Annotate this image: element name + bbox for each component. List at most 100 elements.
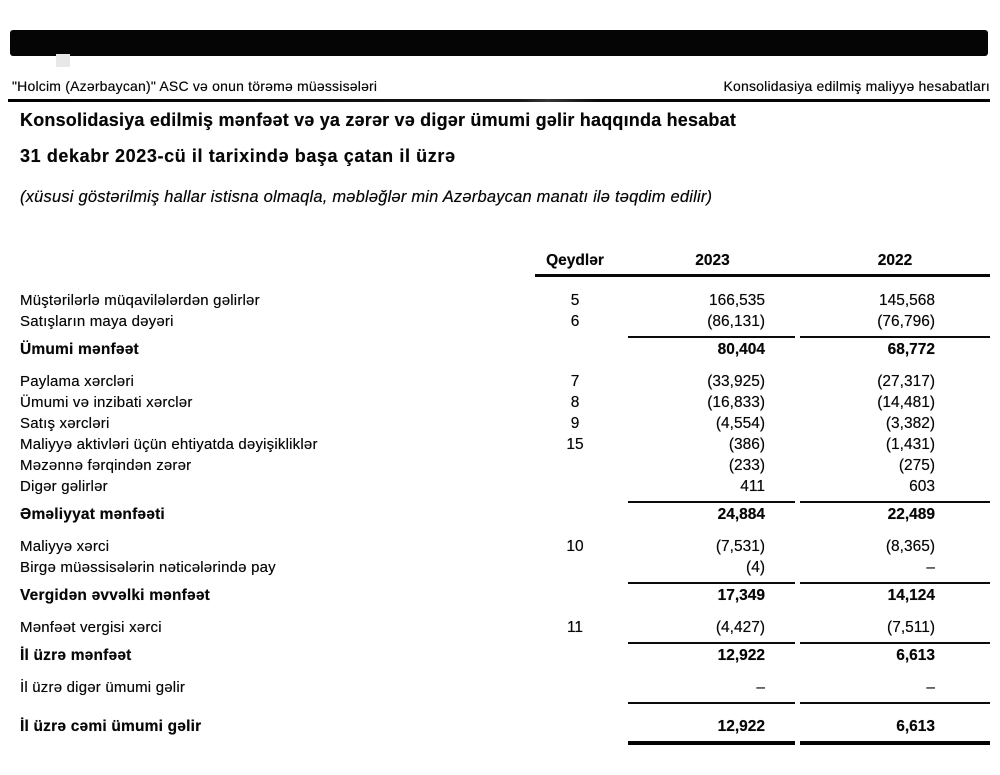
row-value-2022: (27,317) bbox=[877, 373, 935, 390]
table-row: Paylama xərcləri 7 (33,925) (27,317) bbox=[0, 373, 1000, 394]
row-value-2022: 603 bbox=[909, 478, 935, 495]
row-label: Birgə müəssisələrin nəticələrində pay bbox=[20, 559, 276, 576]
row-value-2022: 145,568 bbox=[878, 292, 935, 309]
row-value-2022: 6,613 bbox=[896, 647, 935, 664]
table-row: Satışların maya dəyəri 6 (86,131) (76,796) bbox=[0, 313, 1000, 334]
row-value-2022: (275) bbox=[898, 457, 935, 474]
row-note: 5 bbox=[570, 292, 580, 309]
table-body: Müştərilərlə müqavilələrdən gəlirlər 5 166… bbox=[0, 292, 1000, 749]
subtotal-rule bbox=[0, 580, 1000, 587]
table-header-rule bbox=[535, 274, 990, 277]
row-value-2023: 166,535 bbox=[708, 292, 765, 309]
subtotal-rule bbox=[0, 700, 1000, 707]
row-label: Əməliyyat mənfəəti bbox=[20, 506, 165, 523]
rule-segment-2023 bbox=[628, 642, 795, 644]
row-value-2023: (4) bbox=[746, 559, 765, 576]
row-note: 9 bbox=[570, 415, 580, 432]
row-value-2023: (4,554) bbox=[715, 415, 765, 432]
row-label: Maliyyə aktivləri üçün ehtiyatda dəyişik… bbox=[20, 436, 318, 453]
row-value-2023: (86,131) bbox=[707, 313, 765, 330]
table-row: Ümumi mənfəət 80,404 68,772 bbox=[0, 341, 1000, 362]
statement-title: Konsolidasiya edilmiş mənfəət və ya zərə… bbox=[20, 110, 737, 130]
row-note: 7 bbox=[570, 373, 580, 390]
row-value-2023: 17,349 bbox=[717, 587, 765, 604]
table-row: İl üzrə digər ümumi gəlir – – bbox=[0, 679, 1000, 700]
row-value-2023: (33,925) bbox=[707, 373, 765, 390]
row-label: Mənfəət vergisi xərci bbox=[20, 619, 162, 636]
row-value-2022: – bbox=[926, 559, 935, 576]
row-value-2023: 12,922 bbox=[717, 647, 765, 664]
rule-segment-2023 bbox=[628, 702, 795, 704]
table-row: Birgə müəssisələrin nəticələrində pay (4)… bbox=[0, 559, 1000, 580]
table-row: Əməliyyat mənfəəti 24,884 22,489 bbox=[0, 506, 1000, 527]
row-label: İl üzrə mənfəət bbox=[20, 647, 132, 664]
row-value-2023: 12,922 bbox=[717, 718, 765, 735]
row-label: Məzənnə fərqindən zərər bbox=[20, 457, 192, 474]
row-value-2022: – bbox=[926, 679, 935, 696]
row-value-2022: (1,431) bbox=[885, 436, 935, 453]
row-label: Satış xərcləri bbox=[20, 415, 110, 432]
row-note: 6 bbox=[570, 313, 580, 330]
table-header-row: Qeydlər 2023 2022 bbox=[0, 252, 1000, 272]
row-label: Digər gəlirlər bbox=[20, 478, 108, 495]
report-type: Konsolidasiya edilmiş maliyyə hesabatlar… bbox=[723, 78, 990, 94]
table-row: Maliyyə xərci 10 (7,531) (8,365) bbox=[0, 538, 1000, 559]
table-row: İl üzrə mənfəət 12,922 6,613 bbox=[0, 647, 1000, 668]
row-note: 8 bbox=[570, 394, 580, 411]
subtotal-rule bbox=[0, 334, 1000, 341]
row-label: Müştərilərlə müqavilələrdən gəlirlər bbox=[20, 292, 260, 309]
table-row: Digər gəlirlər 411 603 bbox=[0, 478, 1000, 499]
header-rule bbox=[8, 99, 990, 102]
column-header-notes: Qeydlər bbox=[546, 252, 604, 269]
rule-segment-2022 bbox=[800, 642, 990, 644]
row-label: Paylama xərcləri bbox=[20, 373, 135, 390]
row-note: 15 bbox=[566, 436, 584, 453]
rule-segment-2022 bbox=[800, 702, 990, 704]
rule-segment-2022 bbox=[800, 741, 990, 745]
row-value-2023: 80,404 bbox=[717, 341, 765, 358]
row-value-2022: 68,772 bbox=[887, 341, 935, 358]
table-row: Maliyyə aktivləri üçün ehtiyatda dəyişik… bbox=[0, 436, 1000, 457]
table-row: İl üzrə cəmi ümumi gəlir 12,922 6,613 bbox=[0, 718, 1000, 739]
scan-artifact-bar bbox=[10, 30, 988, 56]
row-label: İl üzrə cəmi ümumi gəlir bbox=[20, 718, 202, 735]
rule-segment-2022 bbox=[800, 501, 990, 503]
row-value-2022: (14,481) bbox=[877, 394, 935, 411]
column-header-2022: 2022 bbox=[877, 252, 913, 269]
running-header: "Holcim (Azərbaycan)" ASC və onun törəmə… bbox=[12, 78, 990, 94]
rule-segment-2023 bbox=[628, 741, 795, 745]
row-value-2023: 411 bbox=[740, 478, 765, 495]
row-value-2023: (386) bbox=[728, 436, 765, 453]
scan-smudge bbox=[56, 54, 70, 67]
table-row: Satış xərcləri 9 (4,554) (3,382) bbox=[0, 415, 1000, 436]
presentation-note: (xüsusi göstərilmiş hallar istisna olmaq… bbox=[20, 188, 713, 206]
row-value-2022: 6,613 bbox=[896, 718, 935, 735]
rule-segment-2023 bbox=[628, 501, 795, 503]
table-row: Məzənnə fərqindən zərər (233) (275) bbox=[0, 457, 1000, 478]
row-label: İl üzrə digər ümumi gəlir bbox=[20, 679, 186, 696]
row-note: 10 bbox=[566, 538, 584, 555]
row-value-2023: 24,884 bbox=[717, 506, 765, 523]
row-value-2022: (3,382) bbox=[885, 415, 935, 432]
row-label: Maliyyə xərci bbox=[20, 538, 110, 555]
rule-segment-2023 bbox=[628, 336, 795, 338]
row-value-2023: (7,531) bbox=[715, 538, 765, 555]
company-name: "Holcim (Azərbaycan)" ASC və onun törəmə… bbox=[12, 78, 378, 94]
table-row: Ümumi və inzibati xərclər 8 (16,833) (14,48… bbox=[0, 394, 1000, 415]
row-value-2023: – bbox=[756, 679, 765, 696]
subtotal-rule bbox=[0, 499, 1000, 506]
row-value-2022: 14,124 bbox=[887, 587, 935, 604]
row-value-2022: (8,365) bbox=[885, 538, 935, 555]
table-row: Vergidən əvvəlki mənfəət 17,349 14,124 bbox=[0, 587, 1000, 608]
row-label: Vergidən əvvəlki mənfəət bbox=[20, 587, 211, 604]
rule-segment-2022 bbox=[800, 336, 990, 338]
table-row: Müştərilərlə müqavilələrdən gəlirlər 5 166… bbox=[0, 292, 1000, 313]
total-rule bbox=[0, 739, 1000, 749]
rule-segment-2022 bbox=[800, 582, 990, 584]
row-value-2023: (16,833) bbox=[707, 394, 765, 411]
row-label: Satışların maya dəyəri bbox=[20, 313, 174, 330]
row-label: Ümumi və inzibati xərclər bbox=[20, 394, 193, 411]
column-header-2023: 2023 bbox=[695, 252, 730, 269]
row-label: Ümumi mənfəət bbox=[20, 341, 139, 358]
